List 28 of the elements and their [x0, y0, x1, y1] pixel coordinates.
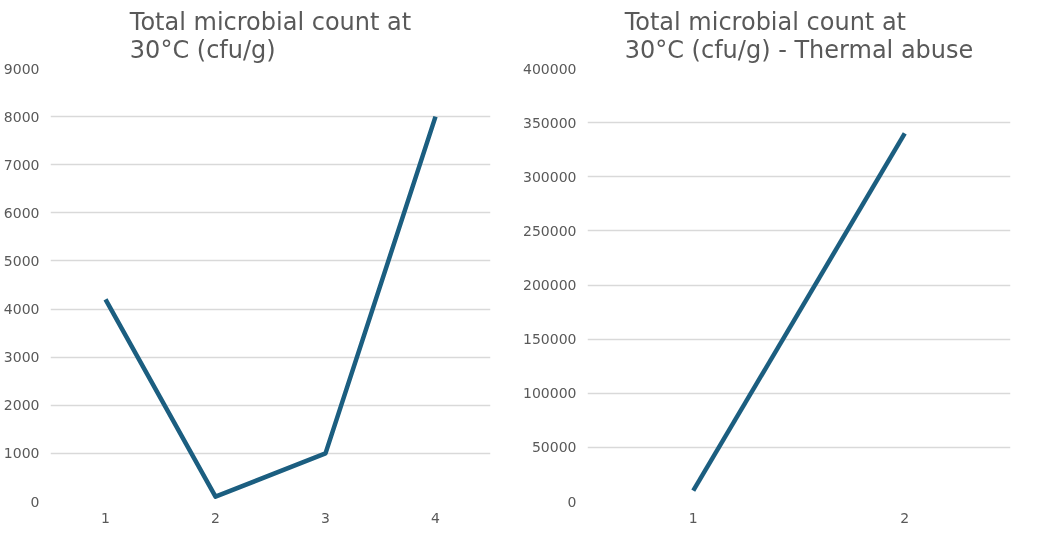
x-tick-label: 3 [321, 509, 330, 526]
y-tick-label: 8000 [3, 108, 40, 125]
y-tick-label: 7000 [3, 156, 40, 173]
y-tick-label: 1000 [3, 445, 40, 462]
x-tick-label: 1 [688, 509, 698, 526]
line-series [103, 114, 438, 499]
y-tick-label: 5000 [3, 252, 40, 269]
y-tick-label: 350000 [523, 114, 577, 131]
x-tick-label: 2 [900, 509, 910, 526]
y-tick-label: 9000 [3, 60, 40, 77]
y-tick-label: 100000 [523, 385, 577, 402]
x-tick-label: 4 [431, 509, 441, 526]
y-tick-label: 300000 [523, 168, 577, 185]
y-tick-label: 200000 [523, 277, 577, 293]
y-tick-label: 2000 [3, 397, 40, 414]
chart-title: Total microbial count at 30°C (cfu/g) [128, 7, 412, 64]
y-tick-label: 250000 [523, 222, 577, 239]
y-tick-label: 6000 [3, 204, 40, 221]
y-tick-label: 3000 [3, 349, 40, 366]
x-tick-label: 2 [211, 509, 220, 526]
y-tick-label: 0 [30, 493, 40, 510]
y-tick-label: 150000 [523, 331, 577, 348]
chart-title: Total microbial count at 30°C (cfu/g) - Thermal abuse [623, 7, 974, 64]
y-tick-label: 4000 [3, 301, 40, 318]
y-tick-label: 50000 [531, 439, 577, 456]
y-tick-label: 0 [567, 493, 577, 510]
y-tick-label: 400000 [523, 60, 577, 77]
x-tick-label: 1 [101, 509, 110, 526]
